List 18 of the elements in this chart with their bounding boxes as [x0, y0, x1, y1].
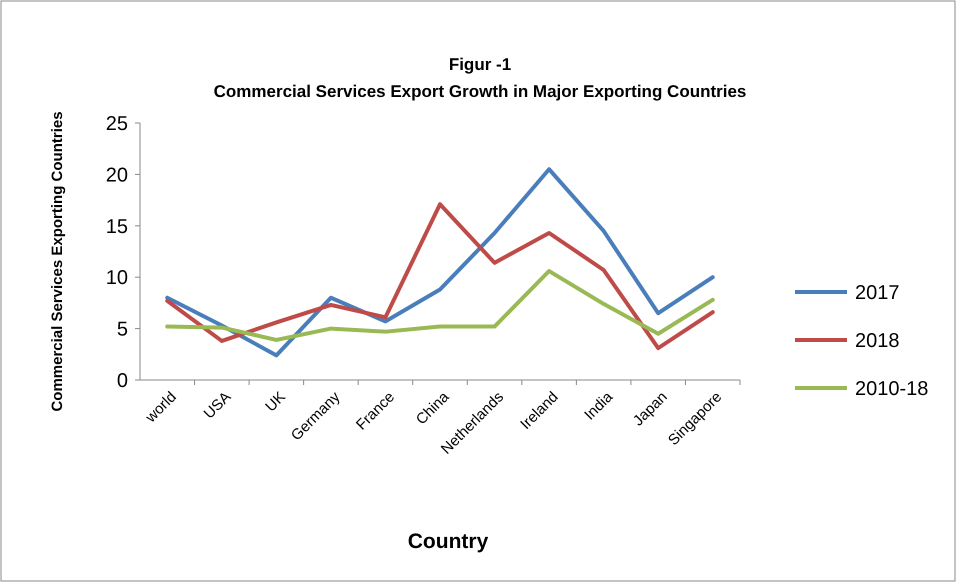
legend-label: 2010-18 — [855, 378, 928, 400]
x-axis-title: Country — [408, 530, 489, 553]
y-tick-label: 10 — [106, 267, 128, 290]
chart-subtitle: Commercial Services Export Growth in Major Exporting Countries — [214, 82, 746, 101]
legend-label: 2018 — [855, 330, 900, 352]
legend-label: 2017 — [855, 282, 900, 304]
chart-title: Figur -1 — [448, 55, 512, 74]
y-tick-label: 15 — [106, 216, 128, 238]
x-tick-label: UK — [262, 388, 289, 416]
y-axis-title: Commercial Services Exporting Countries — [49, 111, 66, 412]
y-tick-label: 5 — [116, 318, 128, 341]
line-series — [165, 269, 715, 342]
y-tick-label: 20 — [106, 164, 128, 186]
x-tick-label: USA — [200, 388, 234, 422]
line-series — [165, 202, 715, 350]
line-series — [165, 167, 715, 358]
y-tick-label: 0 — [116, 370, 128, 392]
y-tick-label: 25 — [106, 113, 128, 135]
